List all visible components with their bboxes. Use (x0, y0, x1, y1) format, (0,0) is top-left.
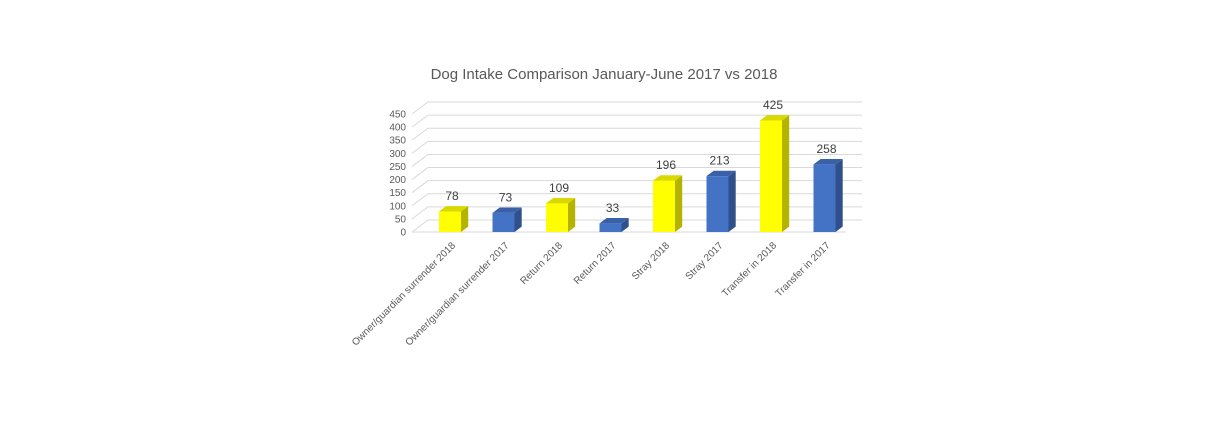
data-label: 196 (656, 158, 676, 172)
bar-side (568, 198, 576, 232)
y-tick-label: 300 (389, 149, 406, 160)
gridlines (411, 101, 862, 233)
bar-front (706, 176, 729, 232)
bar-side (621, 217, 629, 232)
data-label: 33 (606, 201, 620, 215)
bar-top (706, 170, 736, 177)
y-tick-label: 350 (389, 136, 406, 147)
y-tick-label: 50 (395, 214, 407, 225)
bar-front (653, 180, 675, 232)
bar (760, 115, 790, 232)
x-tick-label: Owner/guardian surrender 2018 (350, 240, 458, 348)
bar-side (461, 206, 469, 232)
gridline (411, 114, 862, 128)
bars (439, 115, 843, 232)
bar-top (599, 217, 629, 224)
y-tick-label: 150 (389, 188, 406, 199)
x-axis: Owner/guardian surrender 2018Owner/guard… (350, 240, 833, 348)
bar-side (514, 207, 522, 232)
x-tick-label: Return 2017 (572, 240, 619, 287)
data-label: 425 (763, 98, 783, 112)
y-tick-label: 400 (389, 123, 406, 134)
x-tick-label: Stray 2017 (684, 240, 726, 282)
bar-side (675, 175, 683, 232)
y-axis: 0 50 100 150 200 250 300 350 400 450 (389, 110, 406, 239)
gridline (411, 127, 862, 141)
bar-side (782, 115, 790, 232)
data-label: 213 (709, 154, 729, 168)
y-tick-label: 250 (389, 162, 406, 173)
y-tick-label: 0 (400, 228, 406, 239)
bar-top (813, 158, 843, 165)
bar (439, 206, 469, 232)
bar (653, 175, 683, 232)
data-labels: 78 73 109 33 196 213 425 258 (445, 98, 837, 215)
bar-top (760, 115, 790, 121)
bar-top (492, 207, 522, 213)
bar-side (728, 170, 736, 232)
y-tick-label: 100 (389, 201, 406, 212)
bar (492, 207, 522, 232)
data-label: 73 (499, 190, 513, 204)
gridline (411, 101, 862, 115)
y-tick-label: 450 (389, 110, 406, 121)
bar-front (813, 164, 836, 232)
bar (706, 170, 736, 232)
x-tick-label: Transfer in 2018 (720, 240, 779, 299)
gridline (411, 140, 862, 154)
bar-front (546, 203, 568, 232)
gridline (411, 219, 862, 233)
bar (599, 217, 629, 232)
data-label: 258 (816, 142, 836, 156)
chart-title: Dog Intake Comparison January-June 2017 … (431, 66, 778, 83)
x-tick-label: Return 2018 (518, 240, 565, 287)
bar-front (599, 223, 622, 232)
gridline (411, 180, 862, 194)
x-tick-label: Stray 2018 (630, 240, 672, 282)
data-label: 109 (549, 181, 569, 195)
x-tick-label: Transfer in 2017 (774, 240, 833, 299)
data-label: 78 (445, 189, 459, 203)
bar-top (653, 175, 683, 181)
bar-side (835, 158, 843, 232)
bar-front (492, 212, 515, 232)
bar (546, 198, 576, 232)
gridline (411, 167, 862, 180)
y-tick-label: 200 (389, 175, 406, 186)
bar-front (760, 120, 782, 232)
gridline (411, 193, 862, 207)
bar-top (546, 198, 576, 204)
gridline (411, 153, 862, 167)
gridline (411, 206, 862, 220)
bar-front (439, 211, 461, 232)
bar (813, 158, 843, 232)
bar-top (439, 206, 469, 212)
x-tick-label: Owner/guardian surrender 2017 (404, 240, 512, 348)
